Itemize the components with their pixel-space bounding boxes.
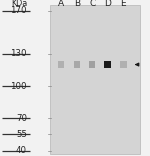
Bar — [89, 61, 95, 68]
Text: C: C — [89, 0, 95, 8]
Text: 170: 170 — [11, 6, 27, 15]
Text: 40: 40 — [16, 146, 27, 155]
Text: B: B — [74, 0, 80, 8]
Text: A: A — [58, 0, 64, 8]
Text: 130: 130 — [11, 49, 27, 58]
Bar — [74, 61, 80, 68]
Text: E: E — [121, 0, 126, 8]
Text: 70: 70 — [16, 114, 27, 123]
Bar — [50, 5, 140, 154]
Text: KDa: KDa — [11, 0, 27, 8]
Text: 55: 55 — [16, 130, 27, 139]
Bar — [58, 61, 64, 68]
Bar — [104, 61, 111, 68]
Text: 100: 100 — [11, 82, 27, 91]
Bar — [120, 61, 127, 68]
Text: D: D — [104, 0, 111, 8]
